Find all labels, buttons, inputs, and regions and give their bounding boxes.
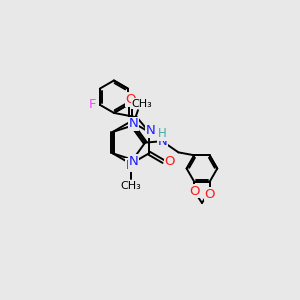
Text: O: O	[189, 185, 200, 198]
Text: N: N	[158, 135, 167, 148]
Text: N: N	[128, 117, 138, 130]
Text: O: O	[126, 93, 136, 106]
Text: CH₃: CH₃	[121, 181, 141, 190]
Text: N: N	[128, 155, 138, 168]
Text: O: O	[165, 155, 175, 168]
Text: N: N	[146, 124, 156, 137]
Text: F: F	[88, 98, 96, 111]
Text: CH₃: CH₃	[131, 99, 152, 109]
Text: O: O	[204, 188, 215, 201]
Text: N: N	[126, 158, 136, 172]
Text: H: H	[158, 127, 167, 140]
